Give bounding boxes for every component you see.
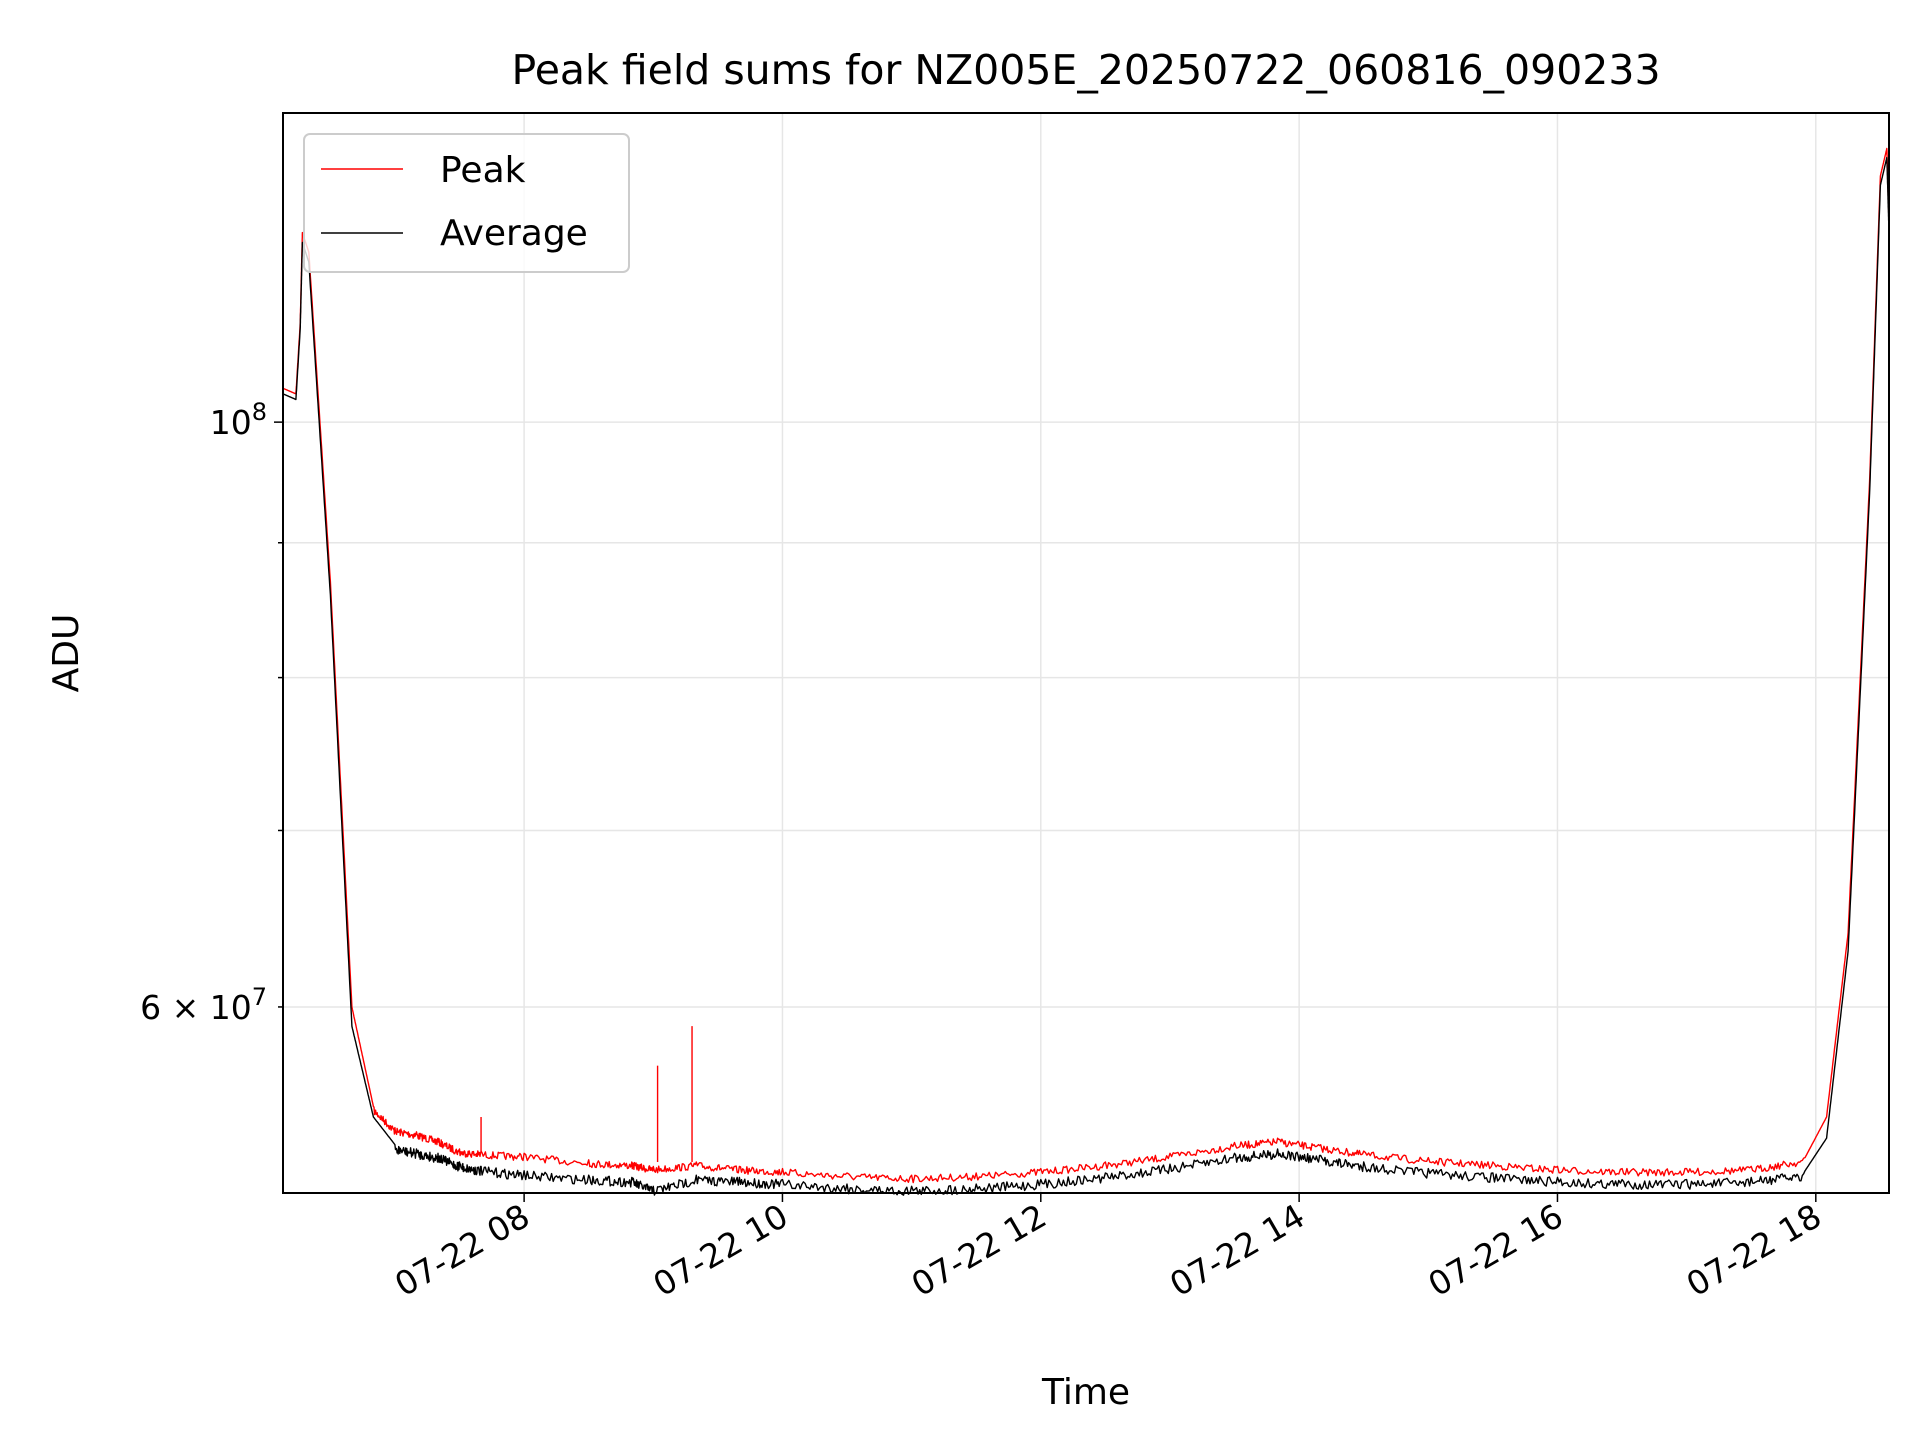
y-axis-label: ADU [46,614,87,693]
peak-series-line [282,147,1890,1184]
grid [283,113,1889,1193]
x-axis-label: Time [1041,1372,1130,1413]
legend: Peak Average [303,133,630,273]
legend-peak-label: Peak [440,150,526,191]
legend-average-label: Average [440,213,588,254]
axes-frame [282,112,1890,1194]
y-tick-label: 108 [210,398,267,442]
y-tick-label: 6 × 107 [140,983,267,1027]
series-layer [282,147,1890,1196]
chart-title: Peak field sums for NZ005E_20250722_0608… [511,46,1660,94]
average-series-line [282,156,1890,1196]
